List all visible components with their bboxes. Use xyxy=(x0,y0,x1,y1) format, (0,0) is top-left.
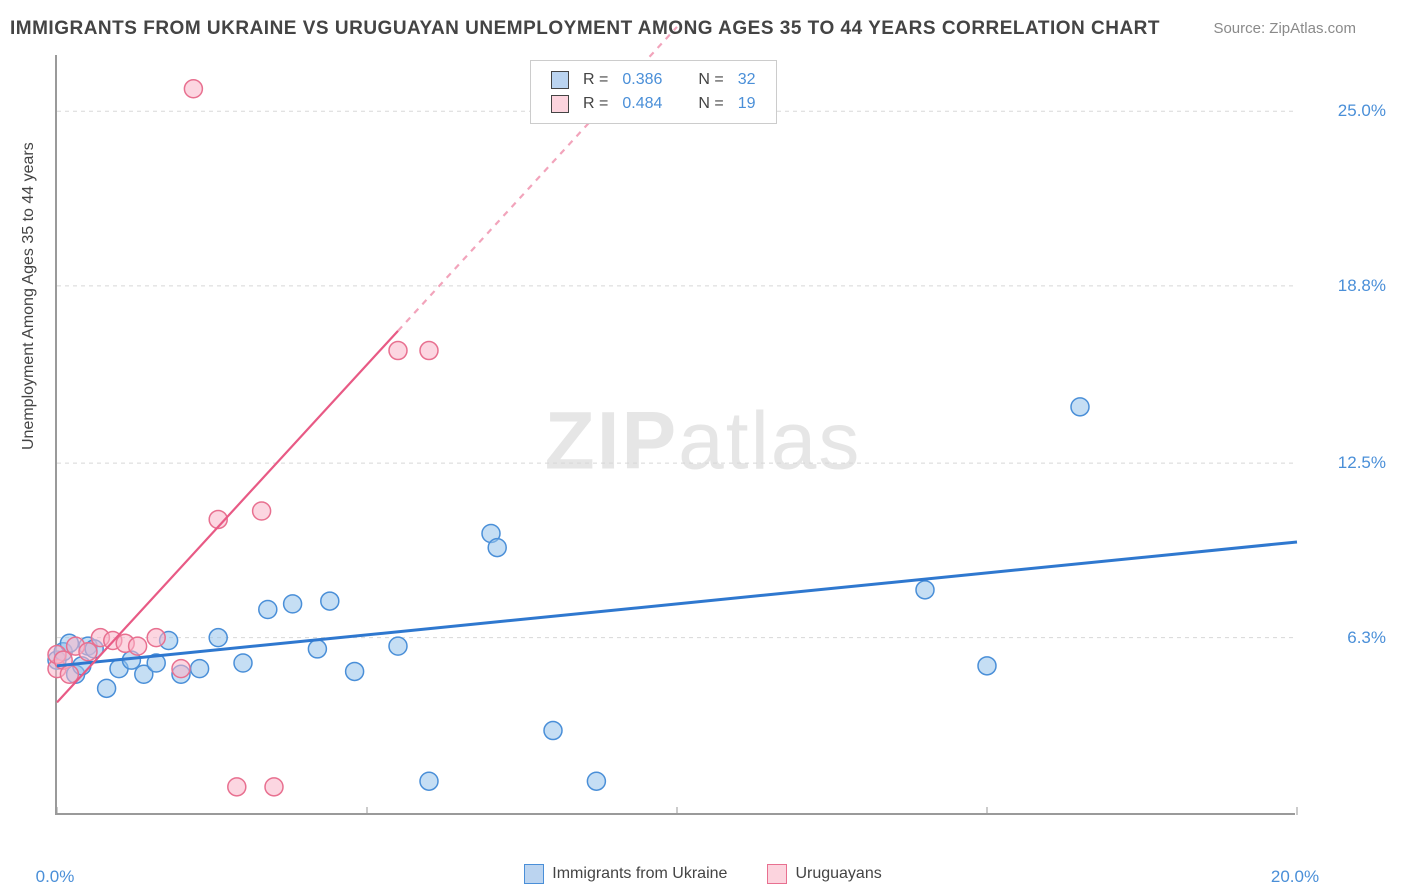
plot-area xyxy=(55,55,1295,815)
swatch-pink-icon xyxy=(767,864,787,884)
y-axis-label: Unemployment Among Ages 35 to 44 years xyxy=(20,142,38,450)
swatch-pink-icon xyxy=(551,95,569,113)
bottom-legend: Immigrants from Ukraine Uruguayans xyxy=(0,864,1406,884)
stat-n-label: N = xyxy=(692,69,729,91)
stat-n-pink: 19 xyxy=(732,93,762,115)
y-tick-label: 25.0% xyxy=(1338,101,1386,121)
y-tick-label: 18.8% xyxy=(1338,276,1386,296)
plot-svg xyxy=(57,55,1297,815)
swatch-blue-icon xyxy=(551,71,569,89)
stat-r-label-2: R = xyxy=(577,93,614,115)
y-tick-label: 12.5% xyxy=(1338,453,1386,473)
stat-n-blue: 32 xyxy=(732,69,762,91)
swatch-blue-icon xyxy=(524,864,544,884)
legend-item-pink: Uruguayans xyxy=(767,864,881,884)
stat-n-label-2: N = xyxy=(692,93,729,115)
chart-title: IMMIGRANTS FROM UKRAINE VS URUGUAYAN UNE… xyxy=(10,18,1160,40)
source-label: Source: ZipAtlas.com xyxy=(1213,20,1356,37)
stat-r-label: R = xyxy=(577,69,614,91)
chart-container: IMMIGRANTS FROM UKRAINE VS URUGUAYAN UNE… xyxy=(0,0,1406,892)
y-tick-label: 6.3% xyxy=(1347,628,1386,648)
stat-r-pink: 0.484 xyxy=(616,93,668,115)
legend-label-blue: Immigrants from Ukraine xyxy=(552,865,727,883)
stats-legend: R = 0.386 N = 32 R = 0.484 N = 19 xyxy=(530,60,777,124)
legend-label-pink: Uruguayans xyxy=(795,865,881,883)
stats-row-blue: R = 0.386 N = 32 xyxy=(545,69,762,91)
stat-r-blue: 0.386 xyxy=(616,69,668,91)
legend-item-blue: Immigrants from Ukraine xyxy=(524,864,727,884)
stats-row-pink: R = 0.484 N = 19 xyxy=(545,93,762,115)
